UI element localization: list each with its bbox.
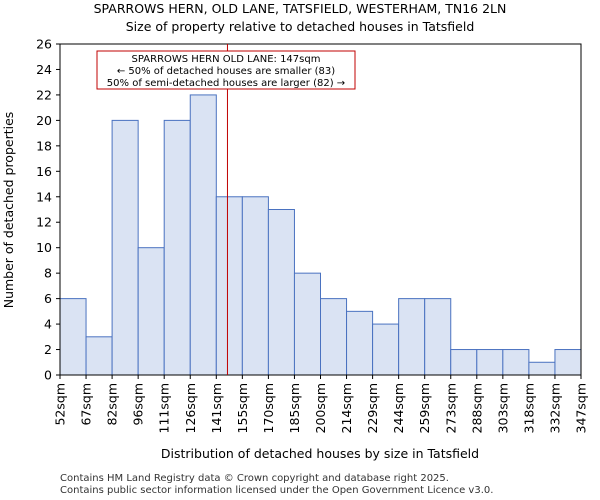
bar-52sqm — [59, 298, 87, 376]
annotation-line-1: SPARROWS HERN OLD LANE: 147sqm — [132, 54, 321, 65]
x-tick-label: 141sqm — [209, 383, 224, 433]
x-tick-label: 347sqm — [574, 383, 589, 433]
x-tick-label: 244sqm — [391, 383, 406, 433]
bar-259sqm — [424, 298, 452, 376]
annotation-frame — [96, 50, 356, 90]
bar-288sqm — [476, 349, 504, 376]
bar-67sqm — [85, 336, 113, 376]
x-tick-label: 273sqm — [443, 383, 458, 433]
bar-303sqm — [502, 349, 530, 376]
bar-200sqm — [320, 298, 348, 376]
bar-126sqm — [189, 94, 217, 376]
x-tick-label: 259sqm — [417, 383, 432, 433]
footer-line-2: Contains public sector information licen… — [60, 485, 494, 496]
x-tick-label: 214sqm — [339, 383, 354, 433]
bar-111sqm — [163, 119, 191, 376]
y-tick-label: 24 — [36, 62, 52, 77]
x-axis-label: Distribution of detached houses by size … — [161, 446, 479, 461]
y-tick-label: 22 — [36, 87, 52, 102]
x-tick-label: 82sqm — [105, 383, 120, 426]
y-tick-label: 26 — [36, 37, 52, 52]
plot-frame — [59, 43, 582, 376]
x-axis-ticks: 52sqm 67sqm 82sqm 96sqm 111sqm 126sqm 141sqm 15… — [53, 375, 589, 433]
bar-96sqm — [137, 247, 165, 376]
bar-82sqm — [111, 119, 139, 376]
bar-229sqm — [372, 323, 400, 376]
annotation-box: SPARROWS HERN OLD LANE: 147sqm ← 50% of … — [96, 50, 356, 90]
x-tick-label: 155sqm — [235, 383, 250, 433]
y-tick-label: 14 — [36, 189, 52, 204]
x-tick-label: 229sqm — [365, 383, 380, 433]
footer-line-1: Contains HM Land Registry data © Crown c… — [60, 473, 449, 484]
chart-title: SPARROWS HERN, OLD LANE, TATSFIELD, WEST… — [94, 1, 507, 16]
y-tick-label: 0 — [44, 368, 52, 383]
y-tick-label: 4 — [44, 317, 52, 332]
y-tick-label: 16 — [36, 164, 52, 179]
x-tick-label: 303sqm — [495, 383, 510, 433]
x-tick-label: 67sqm — [79, 383, 94, 426]
bar-170sqm — [267, 209, 295, 376]
y-tick-label: 8 — [44, 266, 52, 281]
bar-318sqm — [528, 361, 556, 376]
x-tick-label: 185sqm — [287, 383, 302, 433]
y-tick-label: 10 — [36, 240, 52, 255]
bar-332sqm — [554, 349, 582, 376]
x-tick-label: 96sqm — [131, 383, 146, 426]
y-tick-label: 6 — [44, 291, 52, 306]
x-tick-label: 170sqm — [261, 383, 276, 433]
x-tick-label: 332sqm — [547, 383, 562, 433]
bar-244sqm — [398, 298, 426, 376]
annotation-line-2: ← 50% of detached houses are smaller (83… — [117, 66, 335, 77]
x-tick-label: 52sqm — [53, 383, 68, 426]
y-axis-label: Number of detached properties — [1, 112, 16, 309]
bar-185sqm — [293, 272, 322, 376]
annotation-line-3: 50% of semi-detached houses are larger (… — [107, 78, 345, 89]
bar-273sqm — [450, 349, 478, 376]
bar-155sqm — [241, 196, 269, 376]
x-tick-label: 126sqm — [183, 383, 198, 433]
x-tick-label: 111sqm — [157, 383, 172, 433]
x-tick-label: 318sqm — [521, 383, 536, 433]
x-tick-label: 288sqm — [469, 383, 484, 433]
y-tick-label: 2 — [44, 342, 52, 357]
x-tick-label: 200sqm — [313, 383, 328, 433]
bars-group — [59, 94, 582, 376]
bar-141sqm — [215, 196, 243, 376]
bar-214sqm — [346, 310, 374, 376]
y-tick-label: 18 — [36, 138, 52, 153]
chart-subtitle: Size of property relative to detached ho… — [126, 19, 475, 34]
y-tick-label: 12 — [36, 215, 52, 230]
y-tick-label: 20 — [36, 113, 52, 128]
